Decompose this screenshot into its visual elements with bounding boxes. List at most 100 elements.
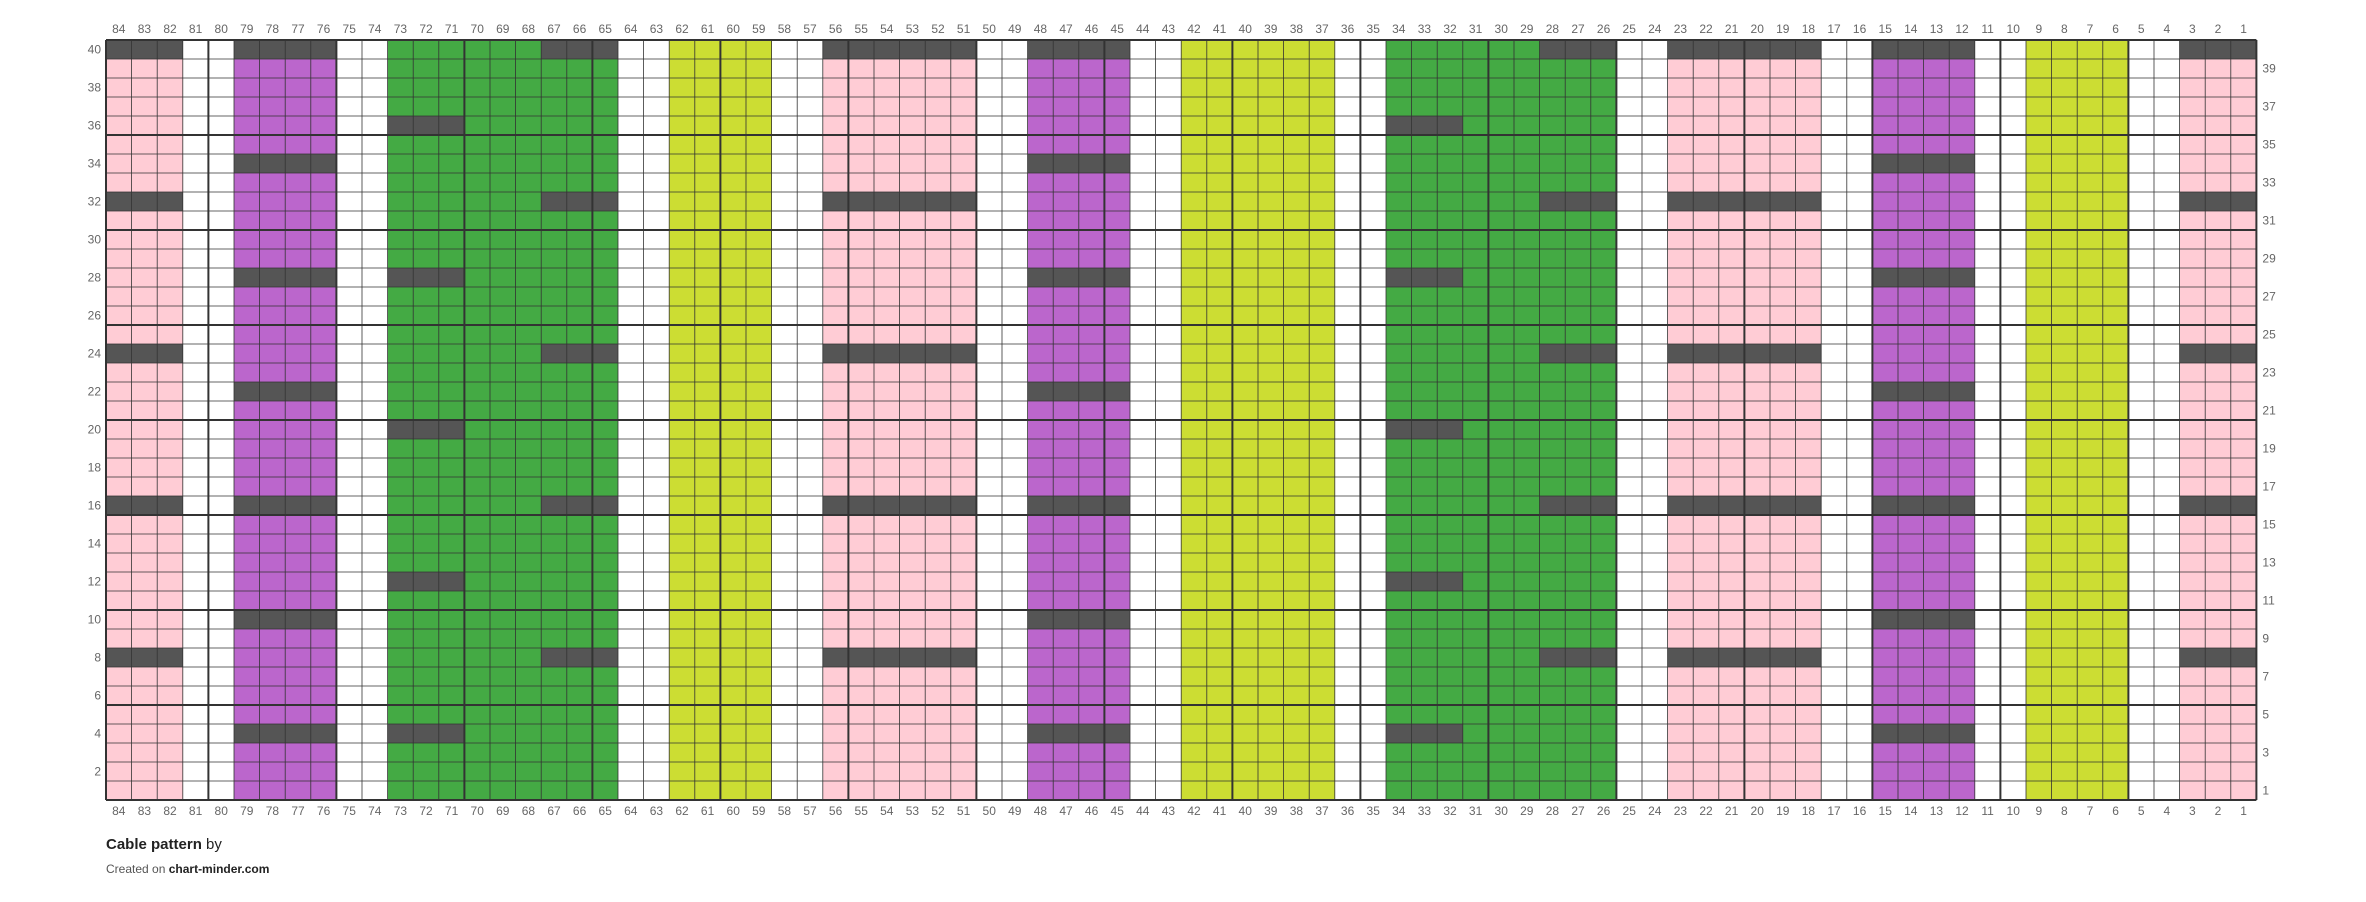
row-label-right-5: 5: [2262, 708, 2269, 722]
row-label-right-35: 35: [2262, 138, 2276, 152]
col-label-top-8: 8: [2061, 22, 2068, 36]
chart-gridlines: [105, 39, 2258, 801]
row-label-left-10: 10: [88, 613, 102, 627]
col-label-top-40: 40: [1239, 22, 1253, 36]
col-label-bottom-78: 78: [266, 804, 280, 818]
cable-cross-cols-1-3-row-8: [2179, 648, 2257, 667]
col-label-bottom-1: 1: [2240, 804, 2247, 818]
col-label-top-66: 66: [573, 22, 587, 36]
pattern-title: Cable pattern: [106, 836, 202, 853]
chart-labels: 1122334455667788991010111112121313141415…: [88, 22, 2276, 818]
cable-cross-cols-26-28-row-16: [1539, 496, 1617, 515]
col-label-bottom-53: 53: [906, 804, 920, 818]
col-label-top-9: 9: [2035, 22, 2042, 36]
col-label-top-31: 31: [1469, 22, 1483, 36]
col-label-bottom-57: 57: [803, 804, 817, 818]
col-label-top-55: 55: [855, 22, 869, 36]
row-label-right-1: 1: [2262, 784, 2269, 798]
row-label-right-23: 23: [2262, 366, 2276, 380]
row-label-left-28: 28: [88, 271, 102, 285]
col-label-bottom-27: 27: [1571, 804, 1585, 818]
col-label-top-32: 32: [1443, 22, 1457, 36]
col-label-top-17: 17: [1827, 22, 1841, 36]
col-label-bottom-38: 38: [1290, 804, 1304, 818]
col-label-bottom-30: 30: [1495, 804, 1509, 818]
col-label-top-15: 15: [1879, 22, 1893, 36]
col-label-top-41: 41: [1213, 22, 1227, 36]
row-label-left-36: 36: [88, 119, 102, 133]
col-label-top-25: 25: [1623, 22, 1637, 36]
col-label-top-11: 11: [1981, 22, 1994, 36]
row-label-left-8: 8: [94, 651, 101, 665]
pattern-by: by: [206, 836, 222, 853]
col-label-top-74: 74: [368, 22, 382, 36]
col-label-bottom-58: 58: [778, 804, 792, 818]
col-label-bottom-35: 35: [1367, 804, 1381, 818]
col-label-top-16: 16: [1853, 22, 1867, 36]
col-label-bottom-49: 49: [1008, 804, 1022, 818]
col-label-bottom-28: 28: [1546, 804, 1560, 818]
col-label-bottom-72: 72: [419, 804, 433, 818]
col-label-bottom-31: 31: [1469, 804, 1483, 818]
col-label-bottom-7: 7: [2087, 804, 2094, 818]
col-label-bottom-4: 4: [2163, 804, 2170, 818]
col-label-top-70: 70: [471, 22, 485, 36]
col-label-bottom-16: 16: [1853, 804, 1867, 818]
col-label-top-10: 10: [2007, 22, 2021, 36]
row-label-left-40: 40: [88, 43, 102, 57]
col-label-top-78: 78: [266, 22, 280, 36]
row-label-right-27: 27: [2262, 290, 2276, 304]
col-label-bottom-61: 61: [701, 804, 715, 818]
site-link[interactable]: chart-minder.com: [168, 862, 270, 876]
col-label-top-63: 63: [650, 22, 664, 36]
col-label-top-60: 60: [727, 22, 741, 36]
col-label-bottom-9: 9: [2035, 804, 2042, 818]
col-label-bottom-47: 47: [1059, 804, 1073, 818]
row-label-right-13: 13: [2262, 556, 2276, 570]
col-label-top-37: 37: [1315, 22, 1329, 36]
col-label-bottom-62: 62: [675, 804, 689, 818]
col-label-top-19: 19: [1776, 22, 1790, 36]
col-label-top-72: 72: [419, 22, 433, 36]
row-label-left-38: 38: [88, 81, 102, 95]
col-label-top-4: 4: [2163, 22, 2170, 36]
col-label-top-57: 57: [803, 22, 817, 36]
col-label-bottom-54: 54: [880, 804, 894, 818]
col-label-top-23: 23: [1674, 22, 1688, 36]
col-label-bottom-65: 65: [599, 804, 613, 818]
col-label-top-84: 84: [112, 22, 126, 36]
col-label-top-46: 46: [1085, 22, 1099, 36]
col-label-bottom-59: 59: [752, 804, 766, 818]
col-label-top-30: 30: [1495, 22, 1509, 36]
row-label-right-3: 3: [2262, 746, 2269, 760]
col-label-bottom-66: 66: [573, 804, 587, 818]
row-label-left-16: 16: [88, 499, 102, 513]
col-label-top-38: 38: [1290, 22, 1304, 36]
cable-cross-cols-82-84-row-8: [106, 648, 183, 667]
row-label-left-30: 30: [88, 233, 102, 247]
row-label-right-17: 17: [2262, 480, 2276, 494]
row-label-left-18: 18: [88, 461, 102, 475]
col-label-bottom-43: 43: [1162, 804, 1176, 818]
col-label-bottom-6: 6: [2112, 804, 2119, 818]
col-label-bottom-81: 81: [189, 804, 203, 818]
col-label-bottom-25: 25: [1623, 804, 1637, 818]
col-label-top-73: 73: [394, 22, 408, 36]
col-label-bottom-39: 39: [1264, 804, 1278, 818]
col-label-top-49: 49: [1008, 22, 1022, 36]
row-label-left-14: 14: [88, 537, 102, 551]
cable-cross-cols-82-84-row-16: [106, 496, 183, 515]
col-label-bottom-48: 48: [1034, 804, 1048, 818]
row-label-right-15: 15: [2262, 518, 2276, 532]
cable-cross-cols-71-73-row-20: [387, 420, 465, 439]
col-label-bottom-10: 10: [2007, 804, 2021, 818]
col-label-bottom-82: 82: [163, 804, 177, 818]
cable-cross-cols-32-34-row-4: [1386, 724, 1463, 743]
col-label-bottom-56: 56: [829, 804, 843, 818]
col-label-bottom-8: 8: [2061, 804, 2068, 818]
row-label-right-9: 9: [2262, 632, 2269, 646]
col-label-bottom-74: 74: [368, 804, 382, 818]
cable-cross-cols-1-3-row-40: [2179, 40, 2257, 59]
row-label-left-2: 2: [94, 765, 101, 779]
chart-footer: Cable pattern by Created on chart-minder…: [106, 836, 269, 876]
